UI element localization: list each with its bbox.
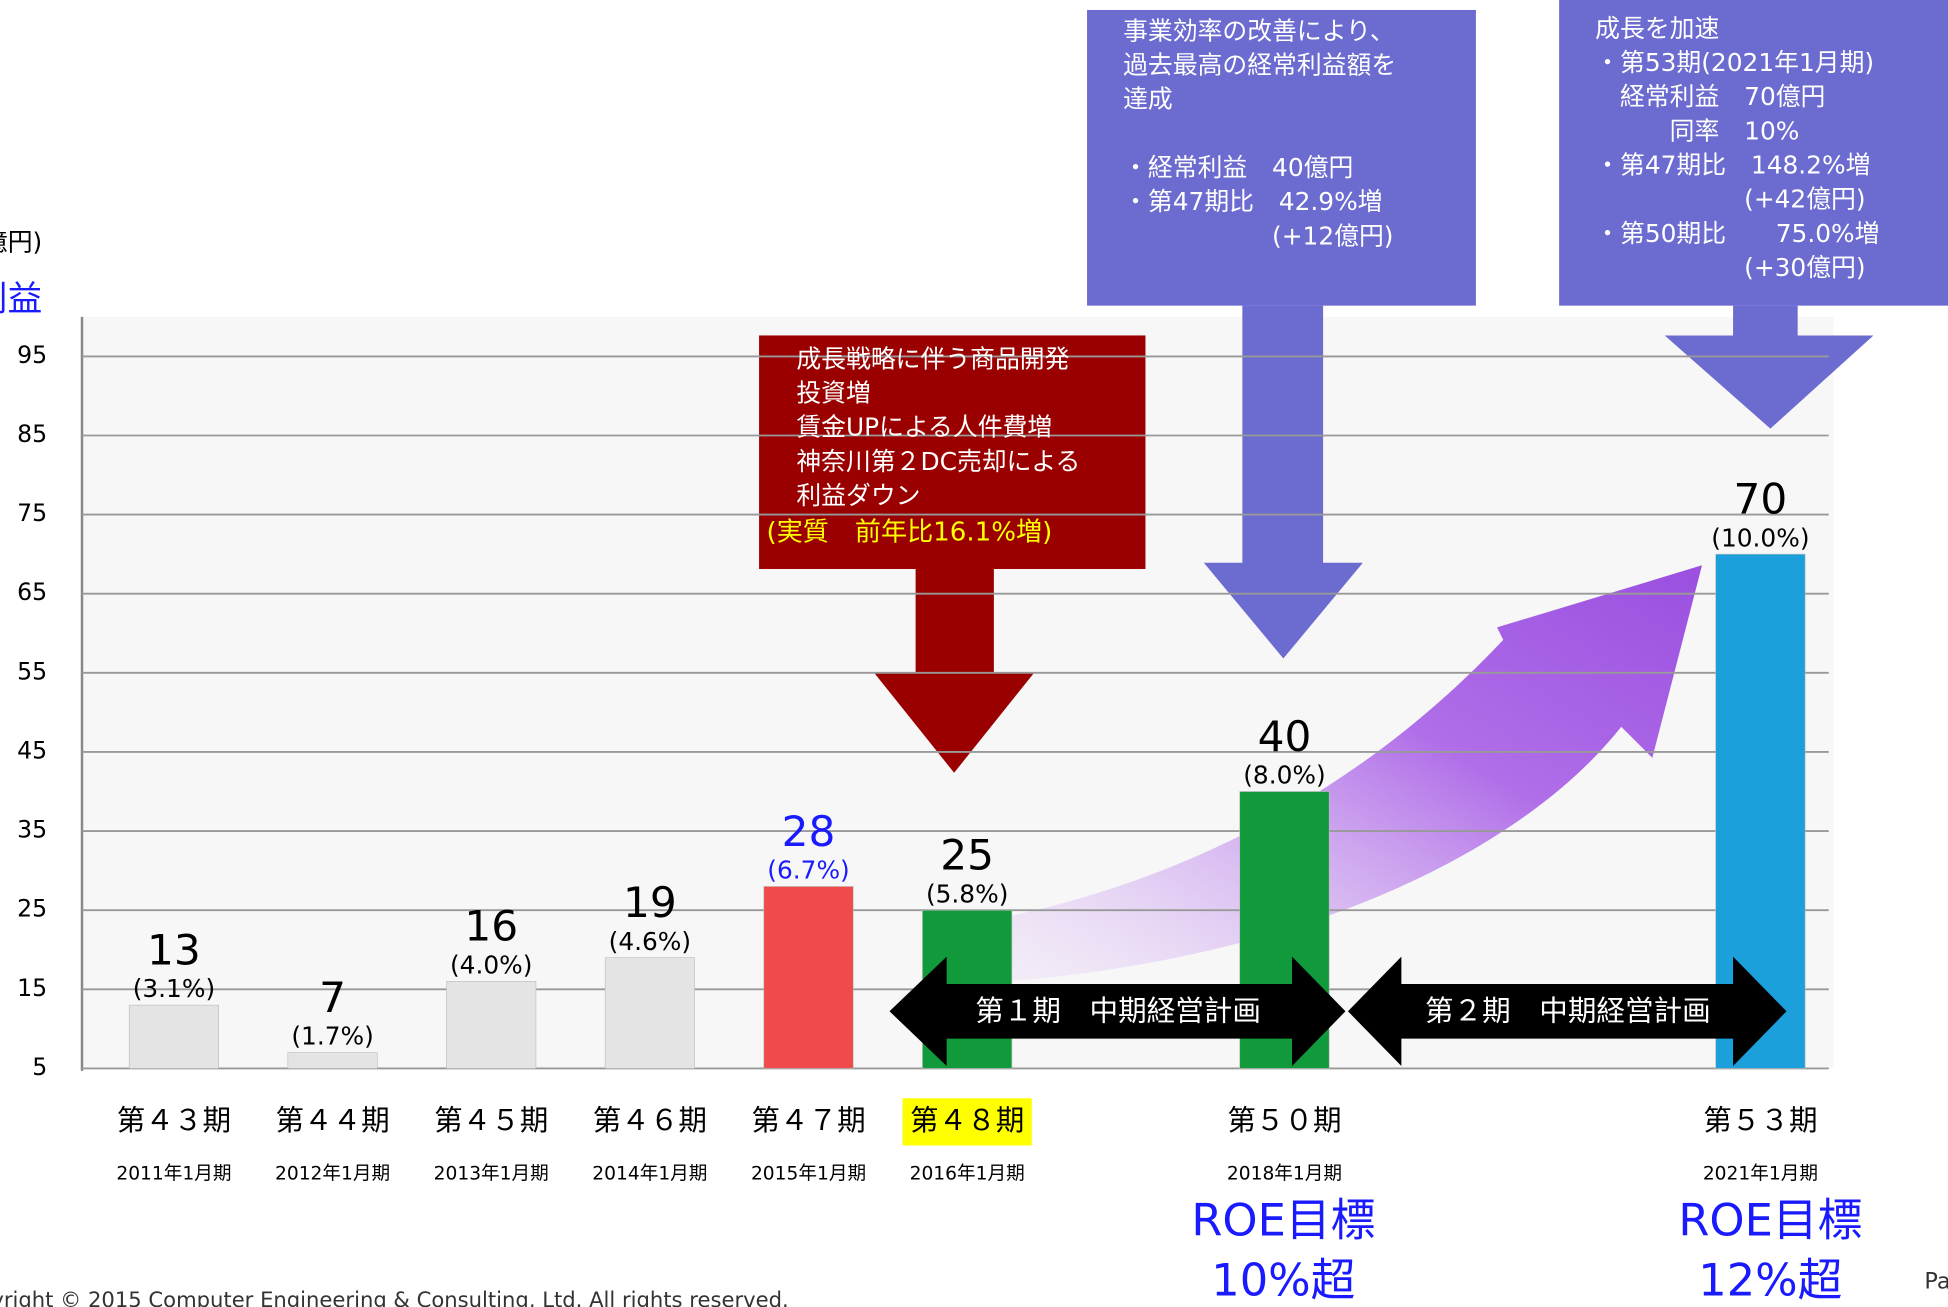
note-line: ・第47期比 42.9%増 [1123, 187, 1382, 216]
note-line: 事業効率の改善により、 [1123, 16, 1395, 45]
value-label: 16 [464, 902, 518, 951]
y-tick-label: 15 [17, 974, 47, 1002]
x-tick-label: 第５３期 [1703, 1103, 1817, 1137]
rate-label: (10.0%) [1711, 523, 1809, 552]
value-label: 70 [1734, 474, 1788, 523]
y-tick-label: 65 [17, 578, 47, 606]
y-tick-label: 45 [17, 736, 47, 764]
bar [288, 1053, 377, 1069]
y-tick-label: 75 [17, 499, 47, 527]
x-tick-label: 第４８期 [910, 1103, 1024, 1137]
note-line: ・第47期比 148.2%増 [1595, 151, 1870, 180]
page-label: Page [1924, 1269, 1948, 1295]
note-line: 成長を加速 [1595, 14, 1719, 43]
note-line: (+42億円) [1595, 185, 1865, 214]
note-line: 同率 10% [1595, 116, 1799, 145]
note-line: (+12億円) [1123, 221, 1393, 250]
x-tick-label: 第４７期 [751, 1103, 865, 1137]
note-line: 賃金UPによる人件費増 [796, 413, 1052, 442]
x-date-label: 2015年1月期 [751, 1164, 866, 1185]
y-tick-label: 95 [17, 341, 47, 369]
note-highlight: (実質 前年比16.1%増) [767, 517, 1053, 547]
value-label: 40 [1258, 712, 1312, 761]
roe-title: ROE目標 [1678, 1194, 1862, 1247]
x-date-label: 2021年1月期 [1703, 1164, 1818, 1185]
note-line: 成長戦略に伴う商品開発 [796, 344, 1069, 373]
note-line: ・第50期比 75.0%増 [1595, 219, 1879, 248]
rate-label: (1.7%) [291, 1022, 373, 1051]
note-line: ・第53期(2021年1月期) [1595, 48, 1874, 77]
value-label: 28 [782, 807, 836, 856]
y-tick-label: 5 [32, 1053, 47, 1081]
roe-title: ROE目標 [1191, 1194, 1375, 1247]
y-tick-label: 25 [17, 895, 47, 923]
note-line: 達成 [1123, 85, 1173, 114]
rate-label: (8.0%) [1243, 761, 1325, 790]
value-label: 13 [147, 925, 201, 974]
period-label: 第２期 中期経営計画 [1425, 994, 1711, 1028]
chart: (億円) 経常利益 5 15 25 35 45 55 65 75 85 95 第４３期 2011年1月期 第… [0, 0, 1948, 1307]
note-line: 利益ダウン [796, 481, 920, 510]
x-date-label: 2011年1月期 [116, 1164, 231, 1185]
rate-label: (5.8%) [926, 879, 1008, 908]
rate-label: (4.0%) [450, 951, 532, 980]
y-tick-label: 85 [17, 420, 47, 448]
period-label: 第１期 中期経営計画 [975, 994, 1261, 1028]
note-line: 神奈川第２DC売却による [796, 447, 1080, 476]
x-tick-label: 第５０期 [1227, 1103, 1341, 1137]
y-axis-title: 経常利益 [0, 280, 42, 320]
x-tick-label: 第４６期 [593, 1103, 707, 1137]
roe-value: 12%超 [1698, 1253, 1842, 1306]
x-tick-label: 第４４期 [275, 1103, 389, 1137]
bar [129, 1005, 218, 1068]
page: (億円) 経常利益 5 15 25 35 45 55 65 75 85 95 第４３期 2011年1月期 第… [0, 0, 1948, 1307]
value-label: 19 [623, 878, 677, 927]
note-line: (+30億円) [1595, 253, 1865, 282]
bar [605, 958, 694, 1069]
value-label: 25 [940, 831, 994, 880]
x-date-label: 2016年1月期 [910, 1164, 1025, 1185]
x-tick-label: 第４３期 [117, 1103, 231, 1137]
note-line: 投資増 [796, 378, 871, 407]
x-date-label: 2014年1月期 [592, 1164, 707, 1185]
copyright: Copyright © 2015 Computer Engineering & … [0, 1287, 789, 1307]
note-line: 過去最高の経常利益額を [1123, 50, 1396, 79]
rate-label: (4.6%) [609, 927, 691, 956]
y-tick-label: 55 [17, 657, 47, 685]
x-date-label: 2012年1月期 [275, 1164, 390, 1185]
rate-label: (6.7%) [767, 856, 849, 885]
rate-label: (3.1%) [133, 974, 215, 1003]
x-tick-label: 第４５期 [434, 1103, 548, 1137]
x-date-label: 2018年1月期 [1227, 1164, 1342, 1185]
y-axis-unit: (億円) [0, 228, 42, 257]
x-date-label: 2013年1月期 [434, 1164, 549, 1185]
bar [446, 981, 535, 1068]
bar [764, 886, 853, 1068]
note-line: 経常利益 70億円 [1595, 82, 1825, 111]
value-label: 7 [319, 973, 346, 1022]
roe-value: 10%超 [1211, 1253, 1355, 1306]
y-tick-label: 35 [17, 816, 47, 844]
note-line: ・経常利益 40億円 [1123, 153, 1353, 182]
